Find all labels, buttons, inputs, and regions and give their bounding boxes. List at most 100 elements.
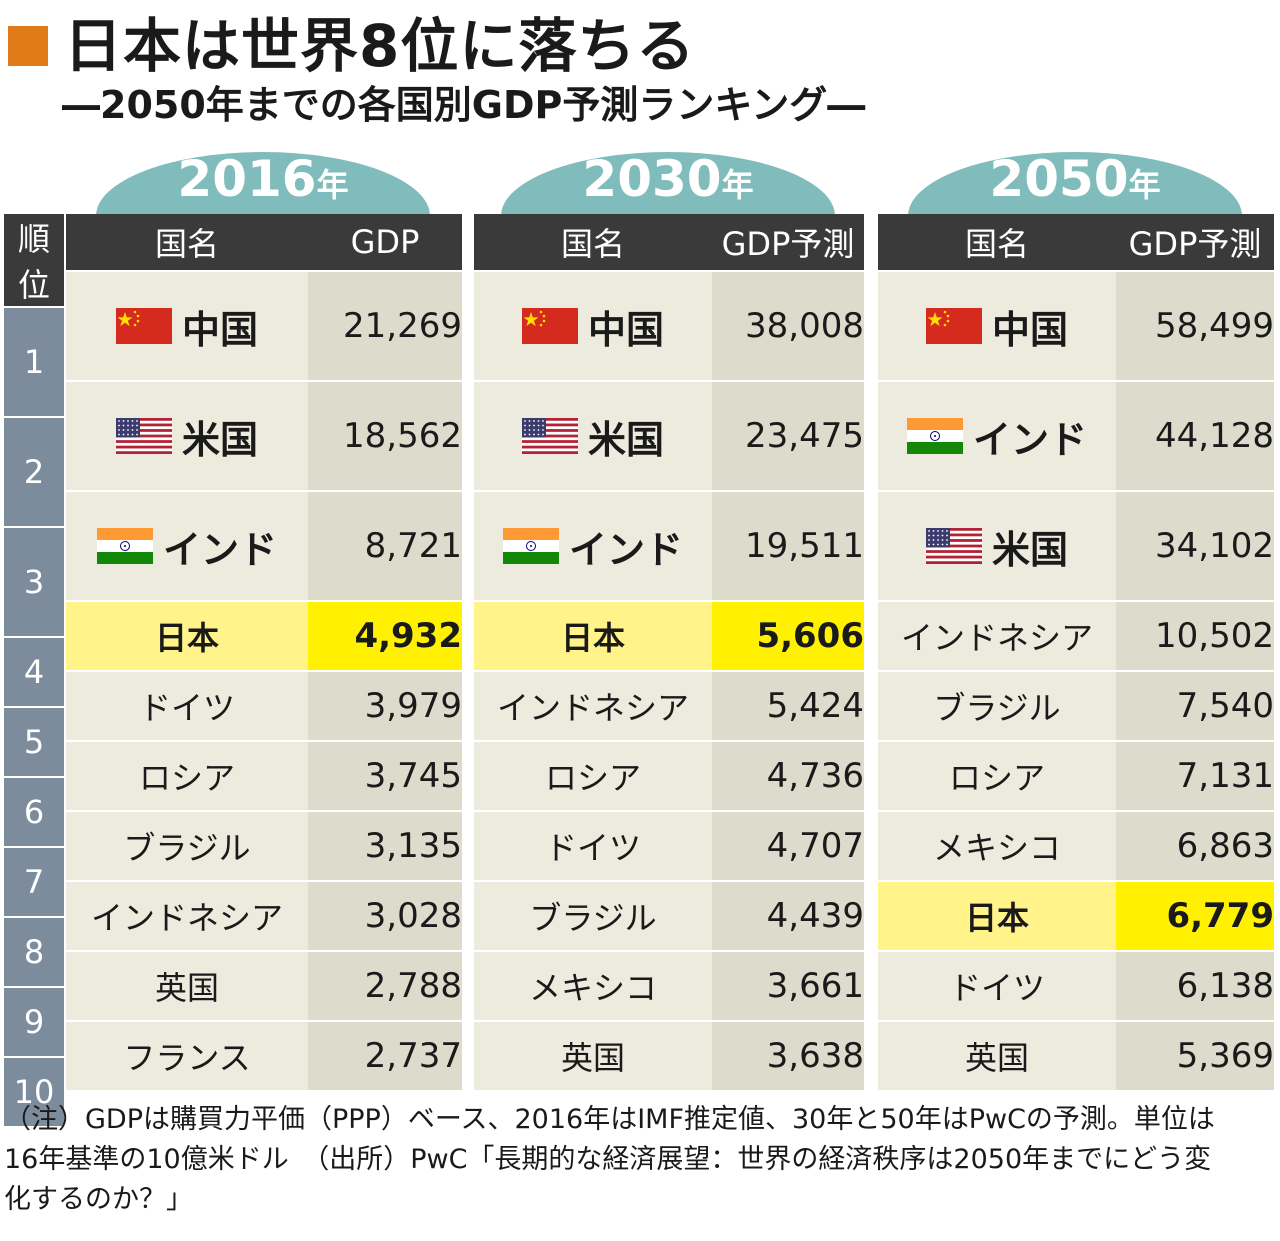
country-cell: インド: [878, 380, 1116, 491]
gdp-cell: 3,661: [712, 950, 864, 1021]
rank-cell: 7: [4, 846, 64, 917]
country-name: インド: [972, 417, 1087, 462]
country-cell: ロシア: [66, 740, 308, 811]
country-cell: インドネシア: [878, 600, 1116, 671]
country-name: 中国: [991, 307, 1068, 352]
col-header-country: 国名: [474, 214, 712, 271]
table-row: 中国 21,269: [66, 270, 462, 381]
table-row: 日本 6,779: [878, 880, 1274, 951]
table-row: ドイツ 3,979: [66, 670, 462, 741]
gdp-cell: 10,502: [1116, 600, 1274, 671]
gdp-cell: 34,102: [1116, 490, 1274, 601]
country-cell: ドイツ: [474, 810, 712, 881]
note-line: （注）GDPは購買力平価（PPP）ベース、2016年はIMF推定値、30年と50…: [4, 1104, 1215, 1135]
gdp-cell: 3,028: [308, 880, 462, 951]
gdp-cell: 18,562: [308, 380, 462, 491]
country-cell: 英国: [878, 1020, 1116, 1090]
rank-row: 9: [4, 986, 64, 1057]
table-row: メキシコ 6,863: [878, 810, 1274, 881]
table-row: ブラジル 3,135: [66, 810, 462, 881]
table-row: メキシコ 3,661: [474, 950, 864, 1021]
country-cell: 米国: [66, 380, 308, 491]
table-row: インドネシア 10,502: [878, 600, 1274, 671]
table-row: インド 19,511: [474, 490, 864, 601]
note-line: 化するのか？」: [4, 1184, 193, 1215]
country-name: インド: [568, 527, 683, 572]
rank-row: 2: [4, 416, 64, 527]
country-cell: 日本: [474, 600, 712, 671]
gdp-cell: 5,606: [712, 600, 864, 671]
rank-cell: 8: [4, 916, 64, 987]
rank-row: 3: [4, 526, 64, 637]
table-row: 中国 38,008: [474, 270, 864, 381]
country-cell: ロシア: [474, 740, 712, 811]
rank-cell: 1: [4, 306, 64, 417]
india-flag-icon: [96, 528, 153, 564]
gdp-cell: 8,721: [308, 490, 462, 601]
usa-flag-icon: [925, 528, 982, 564]
country-cell: 中国: [878, 270, 1116, 381]
table-row: インド 8,721: [66, 490, 462, 601]
usa-flag-icon: [115, 418, 172, 454]
table-row: 米国 23,475: [474, 380, 864, 491]
rank-row: 10: [4, 1056, 64, 1126]
gdp-cell: 5,369: [1116, 1020, 1274, 1090]
country-cell: 英国: [66, 950, 308, 1021]
source-note: （注）GDPは購買力平価（PPP）ベース、2016年はIMF推定値、30年と50…: [4, 1100, 1276, 1220]
country-cell: 英国: [474, 1020, 712, 1090]
table-row: 日本 4,932: [66, 600, 462, 671]
country-cell: メキシコ: [474, 950, 712, 1021]
country-cell: 中国: [66, 270, 308, 381]
table-row: 中国 58,499: [878, 270, 1274, 381]
country-cell: インドネシア: [66, 880, 308, 951]
rank-cell: 10: [4, 1056, 64, 1126]
table-row: ブラジル 7,540: [878, 670, 1274, 741]
table-row: インド 44,128: [878, 380, 1274, 491]
rank-cell: 9: [4, 986, 64, 1057]
china-flag-icon: [521, 308, 578, 344]
page-subtitle: ―2050年までの各国別GDP予測ランキング―: [62, 83, 866, 127]
year-label-2030: 2030年: [582, 150, 754, 208]
country-cell: 中国: [474, 270, 712, 381]
country-name: 中国: [181, 307, 258, 352]
page-title: 日本は世界8位に落ちる: [64, 12, 696, 80]
table-row: 米国 18,562: [66, 380, 462, 491]
year-arch-2050: [908, 152, 1242, 216]
gdp-cell: 19,511: [712, 490, 864, 601]
panel-2030: 国名 GDP予測 中国 38,008 米国 23,475 インド 19,511 日本 5,60…: [474, 214, 864, 1090]
gdp-cell: 2,737: [308, 1020, 462, 1090]
india-flag-icon: [906, 418, 963, 454]
col-header-country: 国名: [878, 214, 1116, 271]
table-row: フランス 2,737: [66, 1020, 462, 1090]
country-cell: ブラジル: [474, 880, 712, 951]
year-label-2016: 2016年: [177, 150, 349, 208]
rank-row: 8: [4, 916, 64, 987]
country-name: 米国: [991, 527, 1068, 572]
col-header-gdp: GDP予測: [1116, 214, 1274, 271]
gdp-cell: 5,424: [712, 670, 864, 741]
rank-cell: 5: [4, 706, 64, 777]
col-header-country: 国名: [66, 214, 308, 271]
rank-cell: 6: [4, 776, 64, 847]
table-row: ドイツ 6,138: [878, 950, 1274, 1021]
table-row: ドイツ 4,707: [474, 810, 864, 881]
country-cell: 日本: [66, 600, 308, 671]
title-marker: [8, 26, 48, 66]
gdp-cell: 7,540: [1116, 670, 1274, 741]
country-cell: ブラジル: [878, 670, 1116, 741]
gdp-cell: 3,979: [308, 670, 462, 741]
country-cell: ドイツ: [878, 950, 1116, 1021]
country-cell: インド: [474, 490, 712, 601]
gdp-cell: 44,128: [1116, 380, 1274, 491]
country-cell: フランス: [66, 1020, 308, 1090]
country-cell: 米国: [878, 490, 1116, 601]
table-row: ロシア 3,745: [66, 740, 462, 811]
country-cell: ブラジル: [66, 810, 308, 881]
gdp-cell: 6,779: [1116, 880, 1274, 951]
gdp-cell: 6,863: [1116, 810, 1274, 881]
table-row: インドネシア 3,028: [66, 880, 462, 951]
rank-cell: 2: [4, 416, 64, 527]
year-arch-2030: [501, 152, 835, 216]
gdp-cell: 3,638: [712, 1020, 864, 1090]
gdp-cell: 4,439: [712, 880, 864, 951]
